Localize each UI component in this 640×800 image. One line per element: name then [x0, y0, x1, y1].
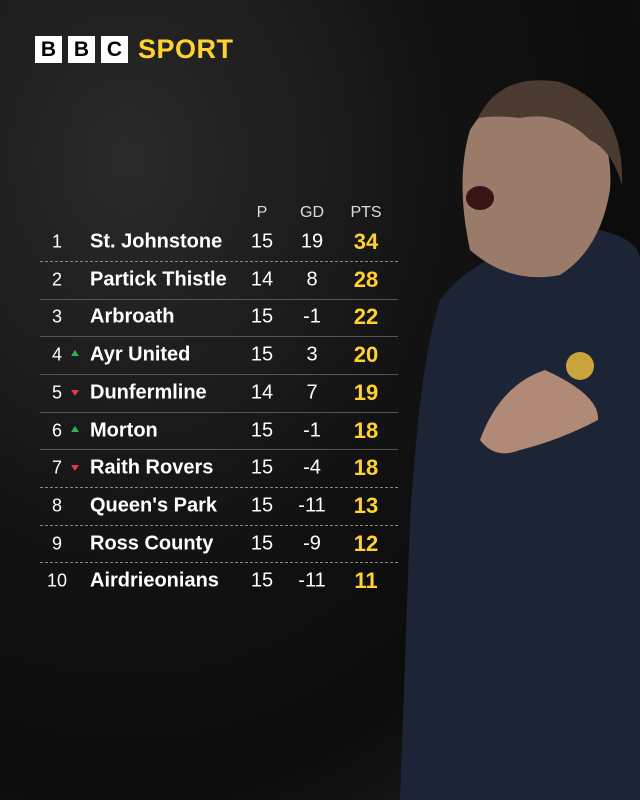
trend-down — [71, 390, 79, 396]
position: 8 — [51, 495, 63, 516]
team-name: Arbroath — [90, 305, 175, 328]
mouth — [466, 186, 494, 210]
position: 6 — [51, 420, 63, 440]
position: 7 — [51, 457, 63, 478]
points: 12 — [353, 530, 379, 556]
goal-difference: -11 — [298, 569, 326, 592]
column-header: P — [256, 204, 268, 221]
goal-difference: -11 — [298, 494, 326, 517]
team-name: Queen's Park — [90, 494, 218, 517]
played: 15 — [250, 494, 274, 517]
section-title: SPORT — [138, 34, 234, 64]
team-name: Raith Rovers — [90, 456, 214, 479]
trend-up — [71, 426, 79, 432]
row-separator — [40, 298, 398, 300]
logo-letter: C — [101, 36, 128, 63]
trend-down — [71, 465, 79, 471]
played: 15 — [250, 230, 274, 253]
row-separator — [40, 524, 398, 526]
played: 14 — [250, 268, 274, 291]
goal-difference: 19 — [300, 230, 324, 253]
points: 11 — [354, 568, 378, 594]
column-header: GD — [300, 204, 324, 221]
position: 2 — [51, 269, 63, 290]
row-separator — [40, 411, 398, 413]
position: 1 — [51, 231, 63, 252]
team-name: Morton — [90, 419, 158, 441]
played: 15 — [250, 569, 274, 592]
face — [462, 91, 611, 278]
row-separator — [40, 562, 398, 564]
position: 3 — [51, 306, 63, 327]
goal-difference: 7 — [306, 381, 318, 404]
position: 10 — [46, 570, 68, 591]
points: 34 — [353, 229, 379, 254]
row-separator — [40, 449, 398, 451]
played: 15 — [250, 532, 274, 555]
hand — [480, 370, 599, 454]
goal-difference: 3 — [306, 343, 318, 366]
crest — [566, 352, 594, 380]
hair — [478, 80, 623, 185]
goal-difference: -4 — [303, 456, 321, 479]
points: 13 — [353, 492, 379, 518]
logo-letter: B — [68, 36, 95, 63]
goal-difference: -9 — [303, 532, 321, 555]
played: 15 — [250, 305, 274, 328]
team-name: Dunfermline — [90, 381, 207, 404]
column-header: PTS — [350, 204, 382, 221]
points: 18 — [353, 417, 379, 443]
team-name: Ayr United — [90, 343, 191, 366]
points: 28 — [353, 266, 379, 292]
position: 5 — [51, 382, 63, 403]
row-separator — [40, 373, 398, 375]
jacket — [400, 230, 640, 800]
logo-letter: B — [35, 36, 62, 63]
position: 4 — [51, 344, 63, 365]
row-separator — [40, 336, 398, 338]
played: 15 — [250, 419, 274, 441]
goal-difference: -1 — [303, 419, 321, 441]
points: 20 — [353, 342, 379, 368]
goal-difference: -1 — [303, 305, 321, 328]
position: 9 — [51, 533, 63, 554]
trend-up — [71, 350, 79, 356]
points: 18 — [353, 455, 379, 481]
played: 15 — [250, 343, 274, 366]
played: 15 — [250, 456, 274, 479]
team-name: Airdrieonians — [90, 569, 219, 592]
team-name: Partick Thistle — [90, 268, 227, 291]
played: 14 — [250, 381, 274, 404]
row-separator — [40, 487, 398, 489]
team-name: Ross County — [90, 532, 214, 555]
row-separator — [40, 260, 398, 262]
points: 19 — [353, 379, 379, 405]
team-name: St. Johnstone — [90, 230, 223, 253]
goal-difference: 8 — [306, 268, 318, 291]
points: 22 — [353, 304, 379, 330]
